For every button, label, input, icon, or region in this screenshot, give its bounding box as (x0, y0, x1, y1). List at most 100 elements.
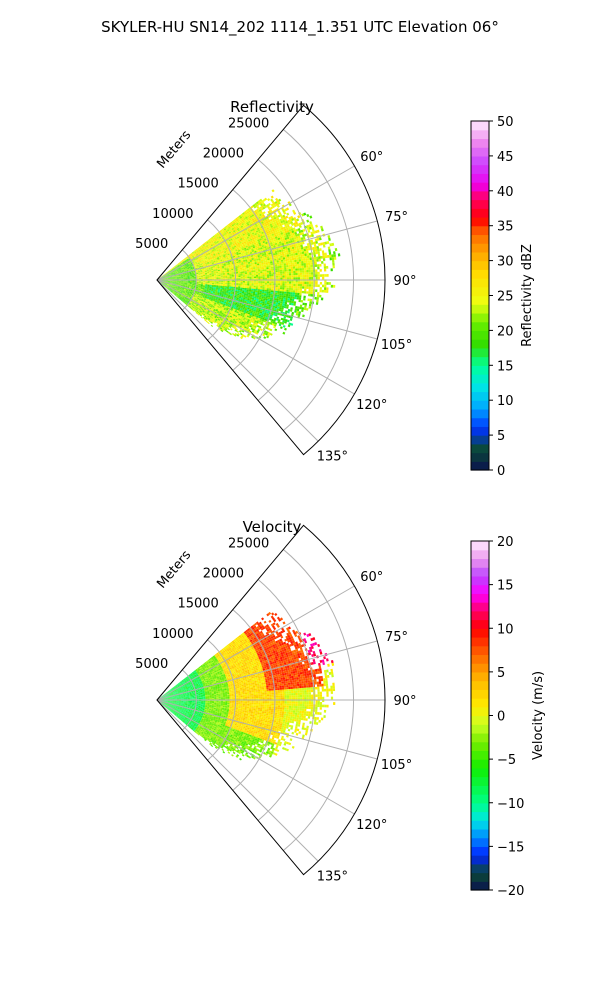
radar-gate (250, 266, 254, 268)
radar-gate (256, 276, 259, 279)
radar-gate (218, 280, 221, 282)
radar-gate (260, 287, 263, 290)
radar-gate (250, 212, 254, 216)
radar-gate (244, 282, 248, 284)
radar-gate (207, 252, 210, 254)
radar-gate (267, 276, 270, 278)
radar-gate (247, 285, 250, 287)
radar-gate (323, 266, 327, 269)
radar-gate (220, 274, 223, 276)
radar-gate (212, 239, 216, 242)
radar-gate (283, 293, 287, 296)
radar-gate (255, 292, 258, 294)
radar-gate (333, 251, 336, 255)
radar-gate (284, 254, 288, 258)
radar-gate (295, 286, 298, 289)
radar-gate (203, 249, 207, 252)
radar-gate (284, 271, 287, 274)
radar-gate (258, 273, 261, 275)
radar-gate (302, 284, 305, 287)
radar-gate (222, 276, 226, 278)
radar-gate (319, 248, 322, 252)
radar-gate (261, 291, 265, 294)
radar-gate (297, 283, 301, 287)
radar-gate (207, 282, 210, 284)
radar-gate (186, 259, 189, 262)
radar-gate (306, 255, 310, 259)
radar-gate (197, 257, 201, 259)
radar-gate (245, 229, 249, 233)
radar-gate (308, 277, 312, 280)
radar-gate (233, 230, 236, 233)
radar-gate (183, 262, 186, 265)
radar-gate (237, 234, 241, 237)
radar-gate (266, 265, 269, 268)
radar-gate (229, 272, 232, 275)
radar-gate (183, 263, 187, 266)
colorbar-band (471, 173, 489, 183)
radar-gate (214, 238, 217, 241)
radar-gate (286, 212, 290, 216)
radar-gate (268, 293, 271, 296)
radar-gate (230, 239, 234, 242)
radar-gate (226, 231, 229, 234)
radar-gate (301, 251, 305, 255)
radar-gate (182, 262, 186, 264)
radar-gate (226, 236, 229, 239)
radar-gate (199, 256, 203, 258)
radar-gate (172, 270, 175, 273)
radar-gate (249, 233, 253, 236)
radar-gate (242, 229, 246, 232)
radar-gate (308, 286, 311, 290)
radar-gate (225, 277, 228, 279)
colorbar-tick-label: 35 (497, 220, 514, 235)
radar-gate (206, 254, 209, 257)
radar-gate (186, 263, 189, 266)
radar-gate (250, 225, 254, 228)
radar-gate (257, 225, 261, 228)
radar-gate (310, 262, 313, 265)
radar-gate (171, 268, 174, 270)
radar-gate (232, 237, 235, 240)
radar-gate (175, 266, 178, 269)
radar-gate (264, 286, 267, 289)
radar-gate (264, 274, 268, 277)
radar-gate (183, 258, 186, 261)
colorbar-tick-label: 20 (497, 324, 514, 339)
radar-gate (288, 289, 291, 293)
radar-gate (229, 241, 232, 244)
radar-gate (274, 294, 278, 297)
radar-gate (242, 271, 245, 273)
radar-gate (274, 260, 277, 263)
radar-gate (249, 273, 252, 276)
radar-gate (219, 245, 222, 248)
radar-gate (165, 271, 168, 274)
radar-gate (185, 278, 188, 280)
radar-gate (311, 274, 314, 278)
radar-gate (297, 306, 300, 309)
radar-gate (269, 297, 273, 300)
radar-gate (176, 268, 179, 270)
radar-gate (323, 263, 326, 267)
radar-gate (244, 289, 247, 291)
radar-gate (256, 226, 259, 229)
radar-gate (337, 253, 341, 257)
radar-gate (258, 216, 261, 220)
radar-gate (264, 283, 268, 285)
radar-gate (309, 298, 313, 302)
radar-gate (173, 267, 176, 269)
radar-gate (198, 281, 201, 283)
radar-gate (223, 228, 227, 231)
radar-gate (210, 252, 213, 255)
radar-gate (197, 252, 200, 254)
radar-gate (251, 276, 254, 279)
radar-gate (315, 271, 318, 275)
radar-gate (333, 256, 337, 260)
radar-gate (185, 280, 188, 282)
radar-gate (308, 272, 312, 275)
radar-gate (247, 232, 250, 236)
radar-gate (183, 258, 186, 261)
radar-gate (236, 284, 239, 287)
radar-gate (231, 276, 235, 278)
radar-gate (322, 276, 325, 280)
